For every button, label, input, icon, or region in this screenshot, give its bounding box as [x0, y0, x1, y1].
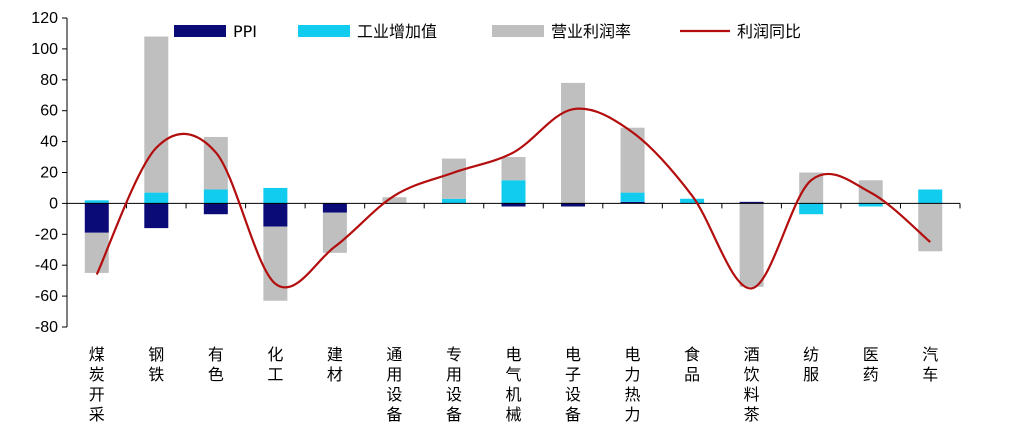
bar-1-5: [322, 203, 347, 213]
bar-3-12: [739, 203, 764, 287]
x-category-label: 食品: [684, 345, 700, 384]
bar-2-10: [620, 192, 645, 202]
bar-2-7: [441, 198, 466, 204]
bar-1-12: [739, 201, 764, 204]
bar-1-10: [620, 201, 645, 204]
bar-2-3: [203, 189, 228, 204]
bar-1-2: [144, 203, 169, 229]
x-category-label: 煤炭开采: [89, 345, 105, 424]
bar-3-8: [501, 157, 526, 181]
legend-label-3: 营业利润率: [551, 22, 631, 41]
x-category-label: 酒饮料茶: [744, 345, 760, 424]
bar-2-11: [680, 198, 705, 204]
legend-swatch-2: [298, 25, 350, 37]
bar-3-15: [918, 203, 943, 252]
x-category-label: 电力热力: [625, 345, 641, 424]
x-category-label: 有色: [208, 345, 224, 384]
bar-2-2: [144, 192, 169, 204]
bars-layer: [84, 36, 943, 301]
line-layer: [95, 107, 931, 290]
bar-1-3: [203, 203, 228, 215]
x-category-label: 通用设备: [386, 345, 402, 424]
legend-swatch-3: [492, 25, 544, 37]
x-category-label: 电气机械: [505, 345, 521, 424]
bar-1-1: [84, 203, 109, 233]
legend-label-4: 利润同比: [737, 22, 801, 41]
y-tick-label: 80: [40, 72, 58, 89]
y-tick-label: -40: [35, 257, 58, 274]
y-tick-label: 120: [31, 10, 58, 27]
bar-2-15: [918, 189, 943, 204]
bar-3-7: [441, 158, 466, 199]
y-tick-label: -60: [35, 288, 58, 305]
bar-1-8: [501, 203, 526, 207]
x-category-label: 化工: [267, 345, 283, 384]
bar-2-8: [501, 180, 526, 204]
y-tick-label: 40: [40, 134, 58, 151]
bar-3-13: [799, 172, 824, 204]
bar-3-6: [382, 197, 407, 204]
x-category-label: 建材: [327, 345, 343, 384]
x-category-label: 医药: [863, 345, 879, 384]
legend-label-1: PPI: [233, 22, 257, 41]
bar-2-1: [84, 200, 109, 204]
bar-3-9: [561, 82, 586, 204]
y-tick-label: -20: [35, 226, 58, 243]
bar-2-14: [858, 203, 883, 207]
bar-1-9: [561, 203, 586, 207]
x-category-label: 电子设备: [565, 345, 581, 424]
x-category-label: 汽车: [922, 345, 938, 384]
bar-2-13: [799, 203, 824, 215]
bar-3-10: [620, 127, 645, 193]
y-tick-label: 20: [40, 165, 58, 182]
y-tick-label: 0: [49, 195, 58, 212]
x-category-label: 钢铁: [148, 345, 164, 384]
bar-1-4: [263, 203, 288, 227]
legend: PPI 工业增加值 营业利润率 利润同比: [174, 22, 801, 41]
y-tick-label: 60: [40, 103, 58, 120]
x-category-label: 纺服: [803, 345, 819, 384]
bar-3-4: [263, 226, 288, 301]
legend-label-2: 工业增加值: [357, 22, 437, 41]
bar-3-2: [144, 36, 169, 193]
axes-layer: -80 -60 -40 -20 0 20 40 60 80 100 120 煤炭开采 钢铁 有色 化工 建材 通…: [31, 10, 961, 424]
bar-2-4: [263, 187, 288, 204]
x-category-label: 专用设备: [446, 345, 462, 424]
y-tick-label: 100: [31, 41, 58, 58]
legend-swatch-1: [174, 25, 226, 37]
line-series-1: [95, 107, 931, 290]
y-tick-label: -80: [35, 319, 58, 336]
